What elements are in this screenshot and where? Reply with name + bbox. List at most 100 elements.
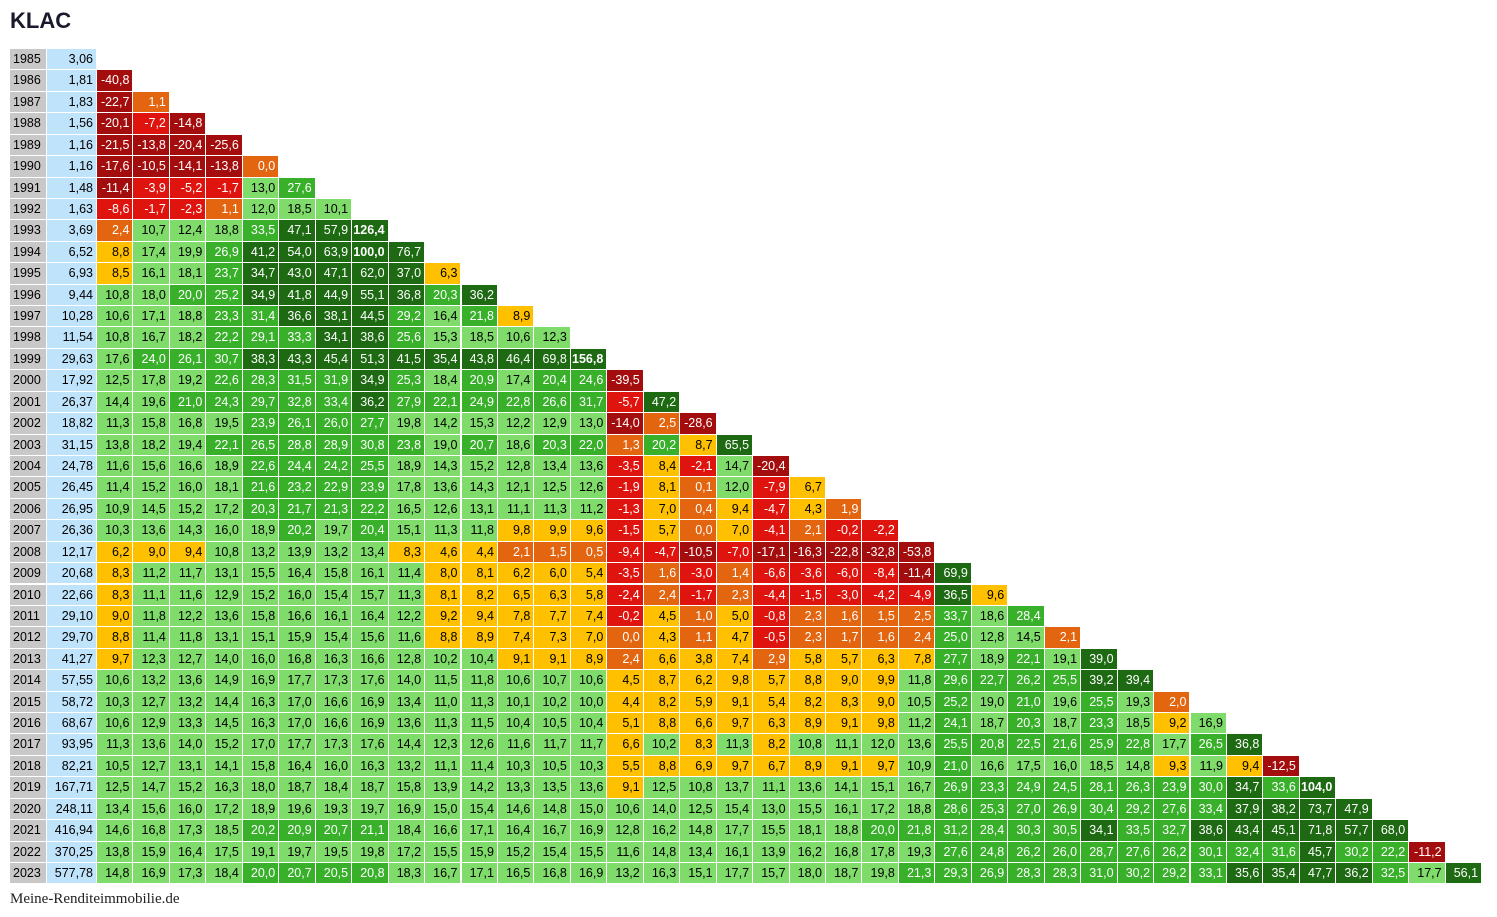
return-cell: 16,6 [279, 605, 316, 628]
return-cell: 1,6 [643, 563, 681, 585]
return-cell: 6,7 [789, 477, 826, 499]
return-cell: 9,4 [1226, 755, 1264, 778]
return-cell: 10,8 [680, 777, 717, 799]
return-cell: 16,4 [425, 306, 462, 328]
return-cell: 21,8 [461, 306, 498, 328]
return-cell: 26,2 [1008, 670, 1045, 692]
return-cell: 2,9 [753, 648, 790, 671]
return-cell: -3,5 [607, 563, 644, 585]
return-cell: 19,7 [279, 841, 316, 863]
price: 370,25 [47, 841, 97, 863]
return-cell: 10,2 [534, 691, 571, 713]
return-cell: 10,7 [534, 670, 571, 692]
year: 2021 [10, 820, 47, 842]
return-cell: 11,7 [570, 734, 608, 756]
return-cell: 12,7 [133, 691, 170, 713]
return-cell: 18,0 [133, 284, 170, 307]
return-cell: 0,5 [570, 541, 608, 564]
return-cell: 16,7 [898, 777, 936, 799]
return-cell: 12,5 [97, 777, 134, 799]
return-cell: -14,0 [607, 413, 644, 435]
return-cell: -2,4 [607, 584, 644, 606]
return-cell: 15,0 [425, 798, 462, 821]
return-cell: 1,1 [680, 627, 717, 649]
return-cell: 11,1 [133, 584, 170, 606]
return-cell: 8,8 [643, 713, 681, 735]
return-cell: 37,9 [1226, 798, 1264, 821]
return-cell: 9,1 [826, 755, 863, 778]
year: 2013 [10, 648, 47, 671]
return-cell: -17,1 [753, 541, 790, 564]
return-cell: 9,0 [826, 670, 863, 692]
return-cell: 14,5 [1008, 627, 1045, 649]
return-cell: 18,9 [388, 455, 426, 478]
return-cell: 16,3 [242, 691, 280, 713]
return-cell: 13,9 [753, 841, 790, 863]
return-cell: 7,0 [570, 627, 608, 649]
return-cell: 22,0 [570, 434, 608, 456]
return-cell: 1,3 [607, 434, 644, 456]
return-cell: 16,5 [388, 498, 426, 521]
return-cell: 11,4 [133, 627, 170, 649]
return-cell: 8,9 [789, 713, 826, 735]
return-cell: 18,2 [133, 434, 170, 456]
price: 9,44 [47, 284, 97, 307]
return-cell: 9,1 [826, 713, 863, 735]
return-cell: 19,8 [862, 862, 899, 885]
return-cell: 57,7 [1336, 820, 1373, 842]
return-cell: 16,6 [425, 820, 462, 842]
return-cell: 24,1 [935, 713, 972, 735]
return-cell: 15,5 [570, 841, 608, 863]
price: 577,78 [47, 862, 97, 885]
return-cell: 15,6 [352, 627, 389, 649]
return-cell: 14,0 [388, 670, 426, 692]
return-cell: 23,7 [206, 263, 243, 285]
return-cell: 20,3 [242, 498, 280, 521]
return-cell: 14,9 [206, 670, 243, 692]
return-cell: 8,8 [643, 755, 681, 778]
return-cell: 24,8 [971, 841, 1009, 863]
return-cell: 13,2 [169, 691, 207, 713]
return-cell: 16,1 [716, 841, 754, 863]
return-cell: 34,1 [315, 327, 353, 349]
return-cell: 20,0 [862, 820, 899, 842]
return-cell: 9,4 [169, 541, 207, 564]
return-cell: 28,4 [1008, 605, 1045, 628]
return-cell: 26,5 [242, 434, 280, 456]
return-cell: 16,9 [1190, 713, 1227, 735]
return-cell: 22,2 [1372, 841, 1410, 863]
return-cell: 1,6 [862, 627, 899, 649]
return-cell: -1,7 [133, 198, 170, 221]
return-cell: 54,0 [279, 241, 316, 264]
return-cell: 17,3 [169, 820, 207, 842]
return-cell: 24,2 [315, 455, 353, 478]
return-cell: 9,2 [425, 605, 462, 628]
return-cell: 9,9 [534, 520, 571, 542]
return-cell: 33,4 [315, 391, 353, 414]
return-cell: 39,4 [1117, 670, 1155, 692]
return-cell: 9,4 [716, 498, 754, 521]
return-cell: 30,7 [206, 348, 243, 371]
return-cell: 13,6 [206, 605, 243, 628]
return-cell: 18,5 [461, 327, 498, 349]
return-cell: 17,7 [1409, 862, 1446, 885]
return-cell: 16,9 [133, 862, 170, 885]
return-cell: 27,6 [1117, 841, 1155, 863]
return-cell: 11,3 [716, 734, 754, 756]
return-cell: 19,9 [169, 241, 207, 264]
return-cell: -4,7 [643, 541, 681, 564]
return-cell: 10,5 [898, 691, 936, 713]
return-cell: 43,0 [279, 263, 316, 285]
return-cell: 18,5 [1081, 755, 1118, 778]
return-cell: 36,6 [279, 306, 316, 328]
return-cell: 56,1 [1445, 862, 1483, 885]
return-cell: 21,0 [169, 391, 207, 414]
return-cell: 16,6 [971, 755, 1009, 778]
return-cell: -10,5 [133, 156, 170, 178]
price: 1,63 [47, 198, 97, 221]
return-cell: 47,7 [1299, 862, 1337, 885]
return-cell: 13,9 [425, 777, 462, 799]
return-cell: 13,4 [388, 691, 426, 713]
return-cell: 20,2 [643, 434, 681, 456]
year: 1999 [10, 348, 47, 371]
